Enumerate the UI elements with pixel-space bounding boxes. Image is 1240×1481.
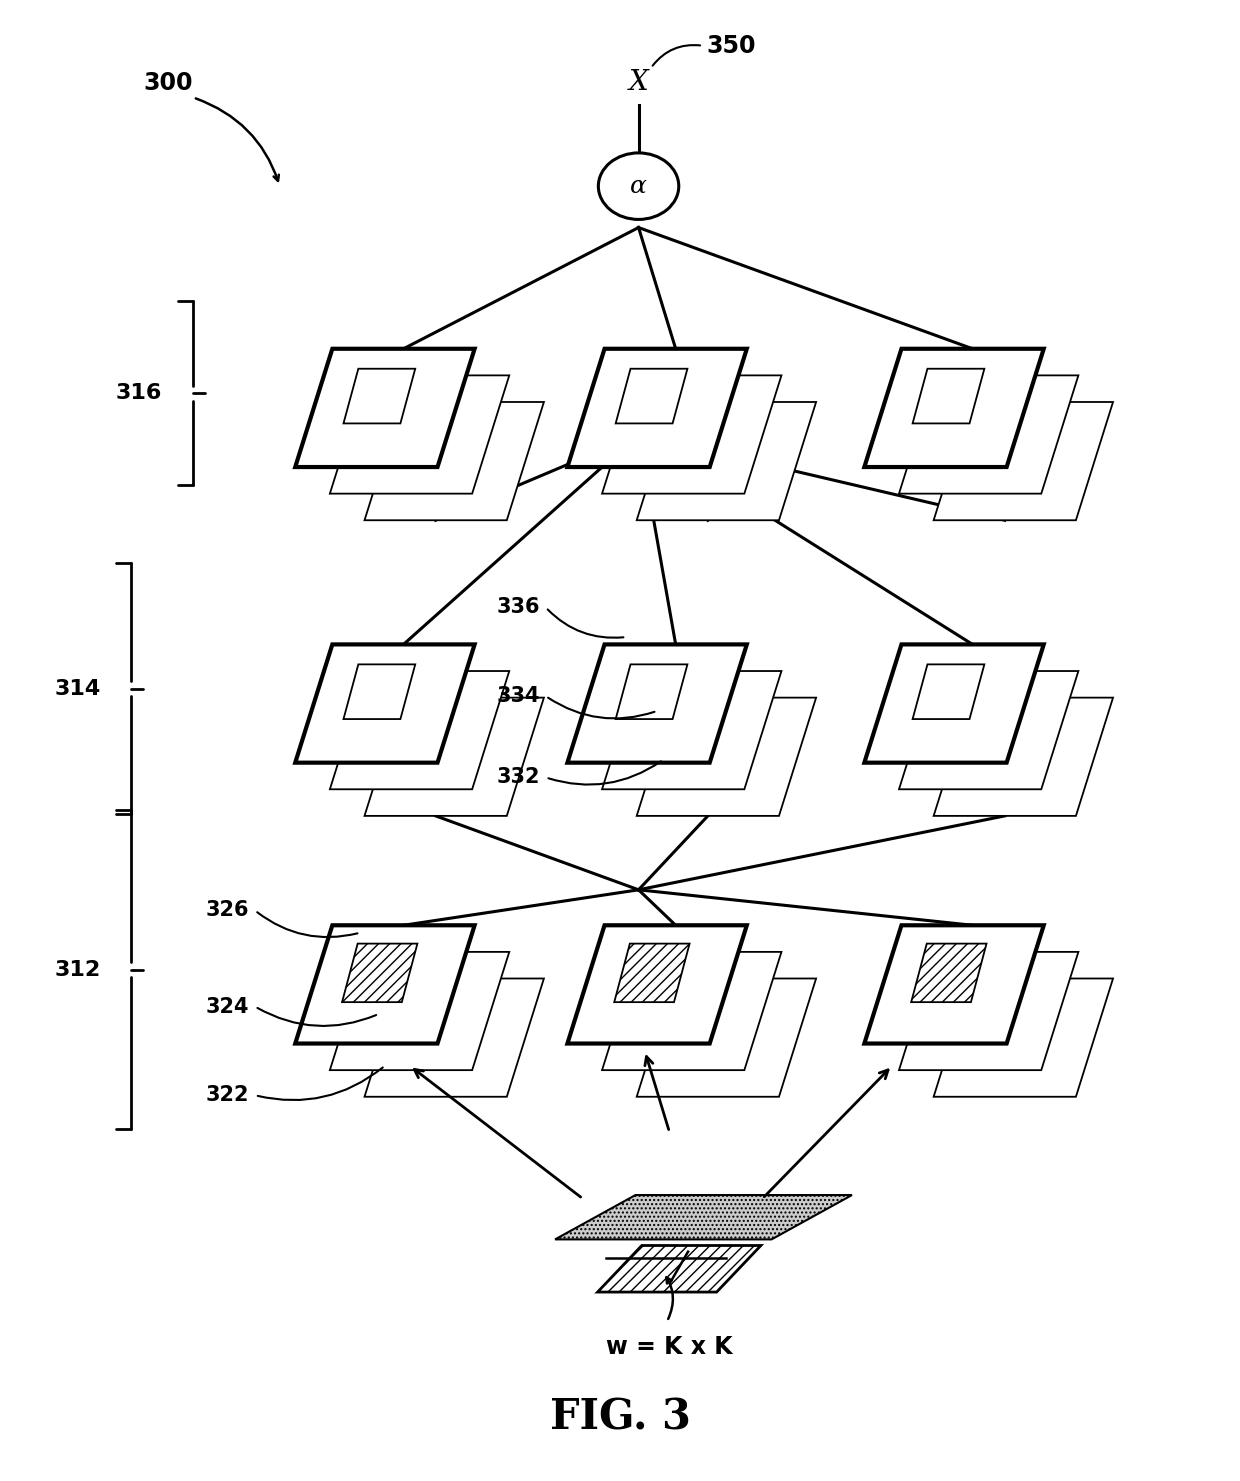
- Text: 316: 316: [115, 384, 162, 403]
- Text: 326: 326: [206, 900, 249, 921]
- Text: X: X: [629, 70, 649, 96]
- Text: 314: 314: [55, 678, 100, 699]
- Polygon shape: [913, 665, 985, 720]
- Polygon shape: [330, 375, 510, 493]
- Polygon shape: [556, 1195, 852, 1240]
- Polygon shape: [864, 348, 1044, 467]
- Polygon shape: [616, 665, 687, 720]
- Polygon shape: [365, 979, 544, 1097]
- Polygon shape: [616, 369, 687, 424]
- Polygon shape: [365, 401, 544, 520]
- Text: 350: 350: [707, 34, 756, 58]
- Text: FIG. 3: FIG. 3: [549, 1397, 691, 1438]
- Text: 322: 322: [206, 1086, 249, 1105]
- Polygon shape: [636, 401, 816, 520]
- Polygon shape: [614, 943, 689, 1003]
- Polygon shape: [864, 644, 1044, 763]
- Polygon shape: [365, 698, 544, 816]
- Text: 332: 332: [496, 767, 539, 788]
- Polygon shape: [934, 401, 1114, 520]
- Text: w = K x K: w = K x K: [606, 1334, 733, 1358]
- Polygon shape: [899, 671, 1079, 789]
- Polygon shape: [343, 369, 415, 424]
- Polygon shape: [934, 698, 1114, 816]
- Polygon shape: [295, 644, 475, 763]
- Polygon shape: [598, 1246, 761, 1291]
- Text: α: α: [630, 175, 647, 197]
- Polygon shape: [603, 671, 781, 789]
- Polygon shape: [864, 926, 1044, 1044]
- Polygon shape: [603, 952, 781, 1071]
- Polygon shape: [295, 348, 475, 467]
- Polygon shape: [603, 375, 781, 493]
- Polygon shape: [636, 979, 816, 1097]
- Polygon shape: [636, 698, 816, 816]
- Polygon shape: [568, 348, 746, 467]
- Text: 334: 334: [496, 686, 539, 706]
- Polygon shape: [568, 644, 746, 763]
- Polygon shape: [913, 369, 985, 424]
- Polygon shape: [330, 952, 510, 1071]
- Text: 312: 312: [55, 960, 100, 979]
- Polygon shape: [899, 952, 1079, 1071]
- Polygon shape: [342, 943, 418, 1003]
- Polygon shape: [343, 665, 415, 720]
- Polygon shape: [330, 671, 510, 789]
- Polygon shape: [568, 926, 746, 1044]
- Polygon shape: [934, 979, 1114, 1097]
- Polygon shape: [295, 926, 475, 1044]
- Polygon shape: [899, 375, 1079, 493]
- Polygon shape: [911, 943, 987, 1003]
- Ellipse shape: [599, 153, 678, 219]
- Text: 336: 336: [496, 597, 539, 618]
- Text: 324: 324: [206, 997, 249, 1016]
- Text: 300: 300: [144, 71, 193, 95]
